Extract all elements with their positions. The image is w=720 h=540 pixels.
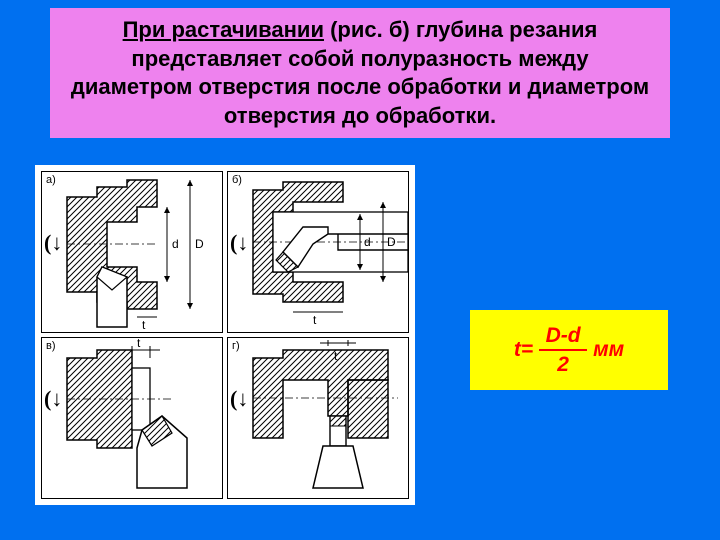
diagram-label-b: б) [232, 174, 242, 186]
diagram-a-svg: d D t [42, 172, 223, 332]
fraction-line [539, 349, 587, 351]
formula-box: t= D-d 2 мм [470, 310, 668, 390]
dim-D-a: D [195, 237, 204, 251]
diagram-c: в) (↓ t [41, 337, 223, 499]
formula-t-eq: t= [514, 338, 533, 362]
diagram-a: а) (↓ d D t [41, 171, 223, 333]
diagram-grid: а) (↓ d D t б [35, 165, 415, 505]
rotation-arrow-d: (↓ [230, 386, 248, 412]
dim-t-c: t [137, 338, 141, 350]
formula-unit: мм [593, 338, 624, 362]
formula-denominator: 2 [557, 353, 569, 376]
formula-fraction: D-d 2 [539, 324, 587, 376]
title-box: При растачивании (рис. б) глубина резани… [50, 8, 670, 138]
diagram-label-c: в) [46, 340, 56, 352]
diagram-label-d: г) [232, 340, 240, 352]
rotation-arrow-b: (↓ [230, 230, 248, 256]
formula: t= D-d 2 мм [514, 324, 624, 376]
diagram-c-svg: t [42, 338, 223, 498]
formula-numerator: D-d [546, 324, 581, 347]
diagram-b-svg: d D t [228, 172, 409, 332]
rotation-arrow-a: (↓ [44, 230, 62, 256]
rotation-arrow-c: (↓ [44, 386, 62, 412]
dim-t-b: t [313, 313, 317, 327]
diagram-b: б) (↓ d D t [227, 171, 409, 333]
dim-t-a: t [142, 318, 146, 332]
diagram-label-a: а) [46, 174, 56, 186]
title-underlined: При растачивании [123, 17, 324, 42]
dim-d-a: d [172, 237, 179, 251]
diagram-d-svg: t [228, 338, 409, 498]
dim-d-b: d [364, 235, 371, 249]
diagram-d: г) (↓ t [227, 337, 409, 499]
dim-D-b: D [387, 235, 396, 249]
title-text: При растачивании (рис. б) глубина резани… [70, 16, 650, 130]
